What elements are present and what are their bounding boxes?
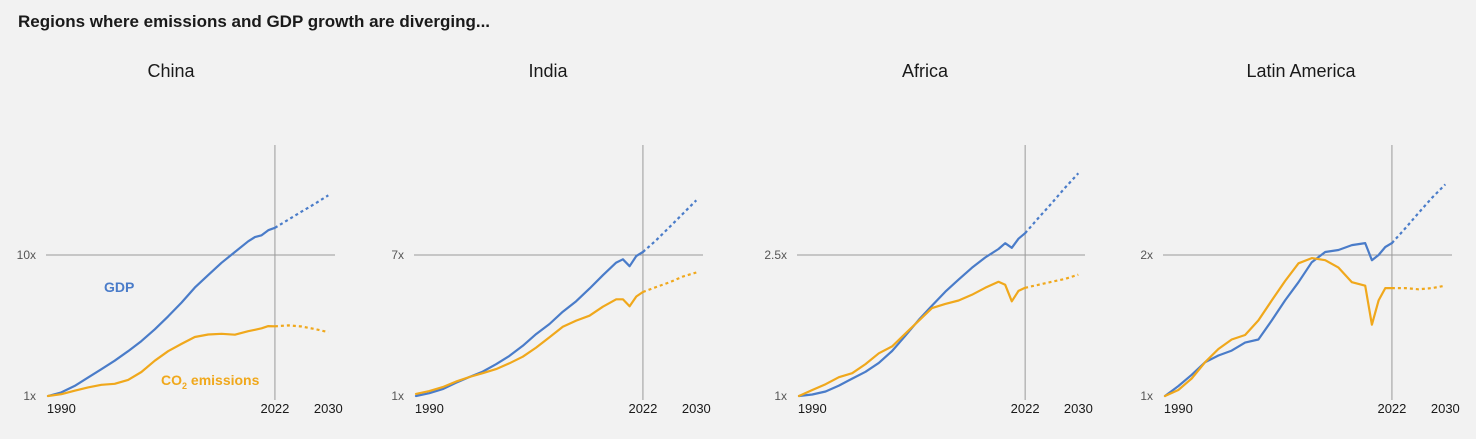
gdp-line-projection — [274, 194, 329, 229]
x-tick-label: 2030 — [1064, 401, 1093, 416]
co2-line-projection — [642, 271, 697, 294]
x-tick-label: 2022 — [1011, 401, 1040, 416]
co2-line — [46, 325, 276, 398]
y-tick-label: 2.5x — [764, 248, 787, 262]
y-tick-label: 10x — [17, 248, 36, 262]
x-tick-label: 2030 — [314, 401, 343, 416]
x-tick-label: 2030 — [682, 401, 711, 416]
y-tick-label-base: 1x — [774, 389, 787, 403]
co2-line-projection — [1024, 273, 1079, 289]
gdp-line-projection — [642, 199, 698, 253]
gdp-line — [797, 232, 1027, 398]
x-tick-label: 2022 — [1377, 401, 1406, 416]
x-tick-label: 1990 — [798, 401, 827, 416]
co2-annotation: CO2 emissions — [161, 372, 260, 391]
x-tick-label: 2022 — [260, 401, 289, 416]
chart-latin-america: Latin America 2x 1x 1990 2022 2030 — [1140, 61, 1459, 416]
y-tick-label-base: 1x — [23, 389, 36, 403]
chart-india: India 7x 1x 1990 2022 2030 — [391, 61, 710, 416]
y-tick-label-base: 1x — [1140, 389, 1153, 403]
gdp-line — [46, 226, 276, 398]
gdp-line — [1163, 242, 1394, 398]
x-tick-label: 2030 — [1431, 401, 1460, 416]
chart-title: Latin America — [1246, 61, 1356, 81]
gdp-line-projection — [1024, 172, 1080, 234]
x-tick-label: 1990 — [1164, 401, 1193, 416]
gdp-line — [414, 250, 645, 398]
chart-title: China — [147, 61, 195, 81]
chart-title: Africa — [902, 61, 949, 81]
co2-line — [1163, 257, 1394, 398]
y-tick-label: 2x — [1140, 248, 1153, 262]
page-title: Regions where emissions and GDP growth a… — [18, 12, 491, 31]
co2-line-projection — [274, 324, 329, 334]
x-tick-label: 1990 — [47, 401, 76, 416]
chart-africa: Africa 2.5x 1x 1990 2022 2030 — [764, 61, 1092, 416]
y-tick-label-base: 1x — [391, 389, 404, 403]
chart-title: India — [528, 61, 568, 81]
gdp-annotation: GDP — [104, 279, 134, 295]
y-tick-label: 7x — [391, 248, 404, 262]
x-tick-label: 1990 — [415, 401, 444, 416]
co2-line-projection — [1391, 284, 1446, 291]
co2-line — [797, 280, 1027, 398]
co2-line — [414, 290, 645, 395]
chart-china: China 10x 1x 1990 2022 2030 GDP CO2 emissions — [17, 61, 343, 416]
gdp-line-projection — [1391, 183, 1447, 244]
x-tick-label: 2022 — [628, 401, 657, 416]
